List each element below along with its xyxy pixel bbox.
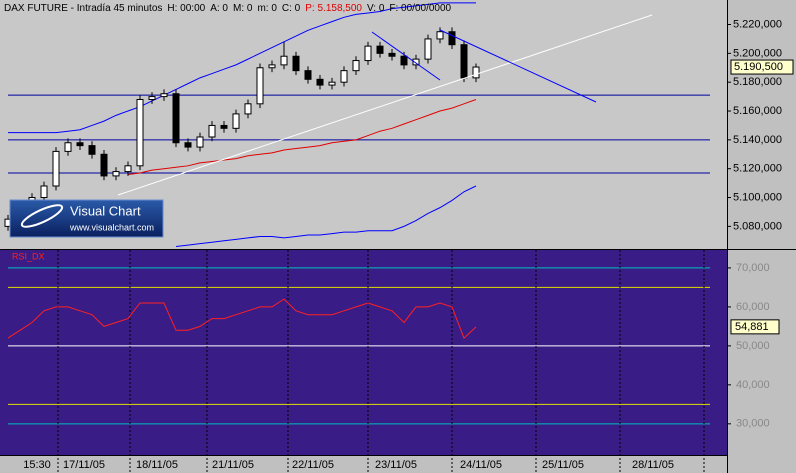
candle-body [364,45,372,62]
header-field: m: 0 [257,3,277,14]
candle-body [304,70,312,80]
rsi-y-tick-label: 40,000 [736,379,770,391]
candle-body [244,103,252,115]
logo-url: www.visualchart.com [69,222,154,232]
candle-body [64,142,72,152]
candle-body [472,66,480,79]
header-field: A: 0 [210,3,228,14]
header-field: P: 5.158,500 [305,3,362,14]
x-tick-label: 23/11/05 [375,459,417,471]
x-tick-label: 28/11/05 [632,459,674,471]
candle-body [208,124,216,138]
last-price-label: 5.190,500 [734,61,783,73]
rsi-y-tick-label: 60,000 [736,301,770,313]
logo-box [9,199,164,238]
header-field: F: 00/00/0000 [389,3,451,14]
header-field: H: 00:00 [167,3,205,14]
axis-area [727,0,796,473]
candle-body [88,145,96,155]
candle-body [340,70,348,83]
x-tick-label: 17/11/05 [63,459,105,471]
header-field: V: 0 [367,3,385,14]
candle-body [124,165,132,173]
header-field: C: 0 [282,3,301,14]
candle-body [352,60,360,72]
y-tick-label: 5.200,000 [733,47,782,59]
rsi-panel [0,250,727,455]
candle-body [424,38,432,60]
candle-body [40,185,48,199]
logo-icon [20,204,64,228]
rsi-last-label: 54,881 [735,321,769,333]
candle-body [148,96,156,100]
x-tick-label: 24/11/05 [460,459,502,471]
header-field: M: 0 [233,3,253,14]
candle-body [448,31,456,46]
rsi-label: RSI_DX [12,251,45,261]
candle-body [268,64,276,69]
y-tick-label: 5.120,000 [733,163,782,175]
candle-body [52,150,60,187]
candle-body [232,113,240,129]
trend-line [117,14,653,196]
y-tick-label: 5.140,000 [733,134,782,146]
candle-body [316,78,324,86]
candle-body [412,58,420,66]
y-tick-label: 5.180,000 [733,76,782,88]
candle-body [436,31,444,40]
y-tick-label: 5.220,000 [733,18,782,30]
x-tick-label: 22/11/05 [292,459,334,471]
x-tick-label: 21/11/05 [212,459,254,471]
candle-body [460,44,468,79]
trend-line [439,29,597,103]
candle-body [220,124,228,129]
candle-body [292,55,300,72]
header: DAX FUTURE - Intradía 45 minutos H: 00:00… [4,3,452,14]
candle-body [388,52,396,57]
rsi-y-tick-label: 50,000 [736,340,770,352]
time-axis [0,455,727,473]
y-tick-label: 5.080,000 [733,220,782,232]
candle-body [112,171,120,177]
x-tick-label: 18/11/05 [136,459,178,471]
candle-body [256,67,264,105]
candle-body [136,98,144,167]
candle-body [172,93,180,144]
candle-body [160,93,168,98]
x-tick-label: 15:30 [23,459,51,471]
logo: Visual Chart www.visualchart.com [9,199,164,238]
y-tick-label: 5.100,000 [733,191,782,203]
rsi-y-tick-label: 70,000 [736,262,770,274]
trend-line [371,31,441,81]
lower-band [175,185,477,248]
header-field: DAX FUTURE - Intradía 45 minutos [4,3,162,14]
candle-body [196,136,204,148]
candle-body [100,153,108,177]
x-tick-label: 25/11/05 [542,459,584,471]
candle-body [328,81,336,86]
candle-body [184,142,192,148]
candle-body [376,45,384,54]
logo-title: Visual Chart [70,203,141,218]
y-tick-label: 5.160,000 [733,105,782,117]
candle-body [76,142,84,147]
moving-average [127,99,477,175]
last-price-box [730,59,794,75]
rsi-last-box [730,319,780,335]
candle-body [400,55,408,66]
upper-band [8,2,476,134]
candle-body [280,55,288,66]
rsi-y-tick-label: 30,000 [736,418,770,430]
rsi-line [7,298,477,339]
